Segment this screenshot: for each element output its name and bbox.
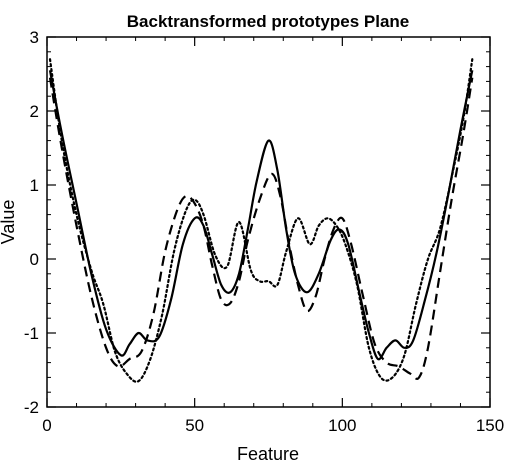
- x-axis-label: Feature: [237, 444, 299, 464]
- x-tick-label: 100: [328, 416, 356, 435]
- y-tick-label: 0: [30, 250, 39, 269]
- y-tick-label: 3: [30, 28, 39, 47]
- series-line-dotted: [48, 58, 474, 383]
- plot-frame: [46, 36, 491, 408]
- y-tick-label: 1: [30, 176, 39, 195]
- series-line-solid: [48, 70, 474, 361]
- x-tick-label: 50: [185, 416, 204, 435]
- y-tick-label: -1: [24, 324, 39, 343]
- x-tick-label: 0: [42, 416, 51, 435]
- chart-title: Backtransformed prototypes Plane: [127, 12, 409, 31]
- y-tick-label: -2: [24, 398, 39, 417]
- axis-layer: 0 50 100 150 -2 -1 0 1 2 3: [24, 28, 504, 435]
- y-axis-label: Value: [0, 200, 18, 245]
- series-layer: [48, 58, 474, 383]
- series-line-dashed: [48, 77, 474, 380]
- x-tick-label: 150: [476, 416, 504, 435]
- y-tick-label: 2: [30, 102, 39, 121]
